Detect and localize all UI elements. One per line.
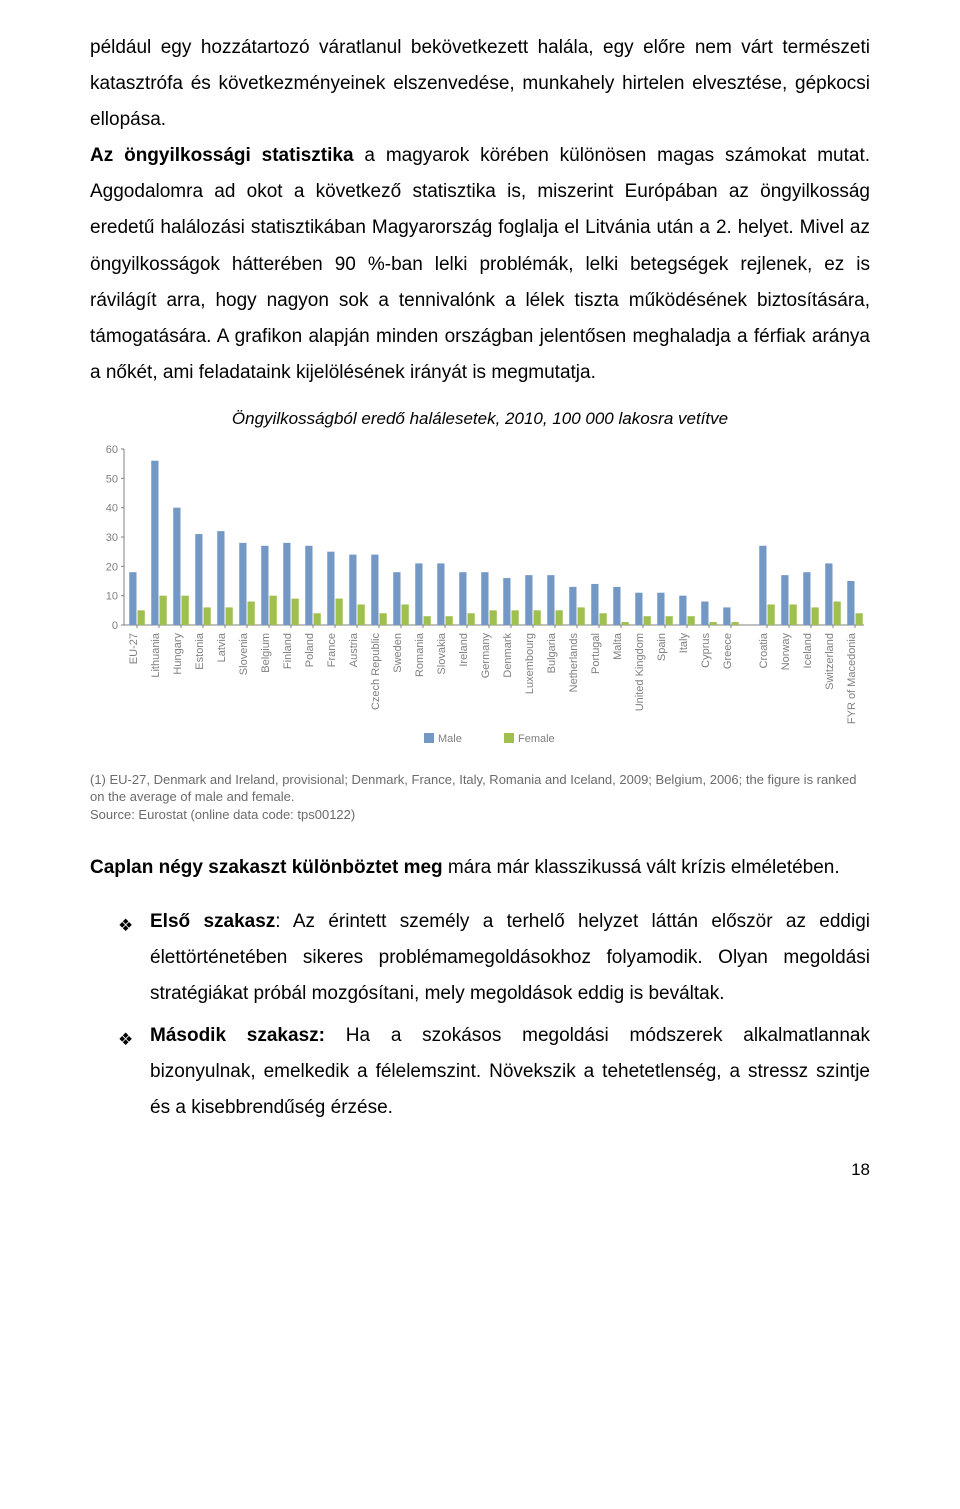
svg-text:Luxembourg: Luxembourg bbox=[524, 633, 536, 694]
svg-text:50: 50 bbox=[106, 473, 118, 485]
para2-rest: mára már klasszikussá vált krízis elméle… bbox=[443, 857, 840, 878]
svg-text:Female: Female bbox=[518, 733, 555, 745]
svg-text:Switzerland: Switzerland bbox=[824, 633, 836, 690]
svg-text:Male: Male bbox=[438, 733, 462, 745]
chart-container: 0 10 20 30 40 50 60 EU-27 Lithuania Hungary Estoni… bbox=[90, 443, 870, 753]
chart-footnote: (1) EU-27, Denmark and Ireland, provisio… bbox=[90, 771, 870, 824]
svg-text:United Kingdom: United Kingdom bbox=[634, 633, 646, 711]
svg-text:EU-27: EU-27 bbox=[128, 633, 140, 664]
item1-lead: Első szakasz bbox=[150, 911, 275, 932]
svg-text:30: 30 bbox=[106, 532, 118, 544]
svg-text:Finland: Finland bbox=[282, 633, 294, 669]
svg-text:Greece: Greece bbox=[722, 633, 734, 669]
svg-text:20: 20 bbox=[106, 561, 118, 573]
svg-text:Sweden: Sweden bbox=[392, 633, 404, 673]
paragraph-1: például egy hozzátartozó váratlanul bekö… bbox=[90, 30, 870, 391]
paragraph-2: Caplan négy szakaszt különböztet meg már… bbox=[90, 850, 870, 886]
svg-text:Slovakia: Slovakia bbox=[436, 632, 448, 674]
svg-text:Italy: Italy bbox=[678, 632, 690, 653]
svg-text:Slovenia: Slovenia bbox=[238, 632, 250, 675]
svg-text:Croatia: Croatia bbox=[758, 632, 770, 668]
svg-text:Poland: Poland bbox=[304, 633, 316, 667]
footnote-line-2: Source: Eurostat (online data code: tps0… bbox=[90, 806, 870, 824]
svg-text:Cyprus: Cyprus bbox=[700, 632, 712, 667]
svg-text:France: France bbox=[326, 633, 338, 667]
svg-text:Portugal: Portugal bbox=[590, 633, 602, 674]
svg-text:Belgium: Belgium bbox=[260, 633, 272, 673]
svg-text:Malta: Malta bbox=[612, 632, 624, 660]
svg-text:Germany: Germany bbox=[480, 632, 492, 678]
suicide-bar-chart: 0 10 20 30 40 50 60 EU-27 Lithuania Hungary Estoni… bbox=[90, 443, 870, 753]
svg-text:40: 40 bbox=[106, 503, 118, 515]
svg-text:Austria: Austria bbox=[348, 632, 360, 667]
document-page: például egy hozzátartozó váratlanul bekö… bbox=[0, 0, 960, 1220]
svg-text:Spain: Spain bbox=[656, 633, 668, 661]
svg-text:Iceland: Iceland bbox=[802, 633, 814, 668]
svg-text:Norway: Norway bbox=[780, 632, 792, 670]
list-item: ❖ Második szakasz: Ha a szokásos megoldá… bbox=[90, 1018, 870, 1126]
page-number: 18 bbox=[90, 1160, 870, 1180]
svg-text:10: 10 bbox=[106, 591, 118, 603]
para1-bold: Az öngyilkossági statisztika bbox=[90, 145, 354, 166]
svg-text:Ireland: Ireland bbox=[458, 633, 470, 667]
diamond-bullet-icon: ❖ bbox=[118, 910, 133, 942]
svg-text:Netherlands: Netherlands bbox=[568, 632, 580, 692]
svg-text:Denmark: Denmark bbox=[502, 632, 514, 677]
svg-text:Latvia: Latvia bbox=[216, 632, 228, 662]
caplan-phase-list: ❖ Első szakasz: Az érintett személy a te… bbox=[90, 904, 870, 1127]
svg-text:FYR of Macedonia: FYR of Macedonia bbox=[846, 632, 858, 724]
footnote-line-1: (1) EU-27, Denmark and Ireland, provisio… bbox=[90, 771, 870, 806]
svg-text:Lithuania: Lithuania bbox=[150, 632, 162, 678]
para2-bold: Caplan négy szakaszt különböztet meg bbox=[90, 857, 443, 878]
svg-text:Bulgaria: Bulgaria bbox=[546, 632, 558, 673]
svg-text:Romania: Romania bbox=[414, 632, 426, 677]
svg-text:Estonia: Estonia bbox=[194, 632, 206, 670]
diamond-bullet-icon: ❖ bbox=[118, 1024, 133, 1056]
list-item: ❖ Első szakasz: Az érintett személy a te… bbox=[90, 904, 870, 1012]
item2-lead: Második szakasz: bbox=[150, 1025, 325, 1046]
para1-part-a: például egy hozzátartozó váratlanul bekö… bbox=[90, 37, 870, 130]
para1-part-c: a magyarok körében különösen magas számo… bbox=[90, 145, 870, 383]
svg-text:Hungary: Hungary bbox=[172, 632, 184, 674]
svg-text:0: 0 bbox=[112, 620, 118, 632]
svg-text:Czech Republic: Czech Republic bbox=[370, 632, 382, 710]
chart-title: Öngyilkosságból eredő halálesetek, 2010,… bbox=[90, 409, 870, 429]
svg-text:60: 60 bbox=[106, 444, 118, 456]
